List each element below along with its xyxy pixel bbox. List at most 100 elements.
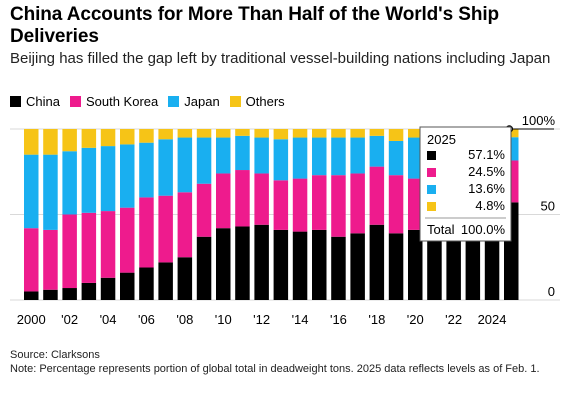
bar-segment-japan <box>196 137 212 184</box>
bar-segment-china <box>216 228 231 300</box>
bar-segment-south-korea <box>369 166 385 225</box>
x-tick-label: '18 <box>368 312 385 327</box>
bar-segment-japan <box>408 137 423 179</box>
tooltip-value: 24.5% <box>468 164 505 179</box>
x-tick-label: '14 <box>292 312 309 327</box>
tooltip-value: 13.6% <box>468 181 505 196</box>
bar-segment-others <box>158 129 173 140</box>
bar-segment-others <box>312 129 327 138</box>
bar-segment-japan <box>158 139 173 196</box>
bar-segment-china <box>369 224 385 300</box>
bar-segment-south-korea <box>254 173 269 225</box>
bar-segment-south-korea <box>196 183 212 237</box>
legend-swatch-japan <box>168 95 180 107</box>
tooltip-swatch <box>427 151 436 160</box>
bar-segment-others <box>292 129 308 138</box>
bar-segment-south-korea <box>158 195 173 263</box>
tooltip-swatch <box>427 202 436 211</box>
bar-segment-japan <box>120 144 135 208</box>
bar-segment-china <box>177 257 193 300</box>
x-tick-label: '22 <box>445 312 462 327</box>
chart-title: China Accounts for More Than Half of the… <box>10 4 500 47</box>
legend-swatch-south-korea <box>69 95 81 107</box>
bar-segment-japan <box>24 154 39 229</box>
bar-segment-south-korea <box>331 175 346 237</box>
legend-label-others: Others <box>245 93 285 109</box>
bar-segment-china <box>43 289 58 300</box>
x-tick-label: '02 <box>61 312 78 327</box>
x-tick-label: 2000 <box>17 312 46 327</box>
x-tick-label: '06 <box>138 312 155 327</box>
tooltip-value: 57.1% <box>468 147 505 162</box>
bar-segment-south-korea <box>350 173 365 234</box>
legend-item-south-korea: South Korea <box>69 93 159 109</box>
bar-segment-south-korea <box>273 180 289 230</box>
legend-label-south-korea: South Korea <box>85 93 159 109</box>
legend-item-others: Others <box>229 93 285 109</box>
y-tick-label: 100% <box>522 113 556 128</box>
bar-segment-south-korea <box>24 228 39 292</box>
bar-segment-south-korea <box>216 173 231 229</box>
x-tick-label: '08 <box>176 312 193 327</box>
bar-segment-china <box>408 229 423 300</box>
bar-segment-china <box>235 226 250 300</box>
bar-segment-japan <box>43 154 58 230</box>
bar-segment-south-korea <box>408 178 423 230</box>
bar-segment-japan <box>100 146 116 212</box>
bar-segment-china <box>158 262 173 300</box>
legend-swatch-china <box>10 95 21 107</box>
bar-segment-others <box>408 129 423 138</box>
bar-segment-others <box>235 129 250 136</box>
bar-segment-china <box>139 267 154 300</box>
bar-segment-south-korea <box>81 212 97 283</box>
x-tick-label: '10 <box>215 312 232 327</box>
bar-segment-south-korea <box>292 178 308 232</box>
bar-segment-japan <box>292 137 308 179</box>
bar-segment-japan <box>388 140 404 176</box>
bar-segment-china <box>24 291 39 300</box>
bar-segment-japan <box>273 139 289 181</box>
tooltip-swatch <box>427 185 436 194</box>
bar-segment-china <box>388 233 404 300</box>
bar-segment-china <box>331 236 346 300</box>
x-tick-label: '12 <box>253 312 270 327</box>
x-tick-label: '16 <box>330 312 347 327</box>
legend-label-japan: Japan <box>184 93 220 109</box>
bar-segment-others <box>139 129 154 143</box>
bar-segment-china <box>81 282 97 300</box>
bar-segment-others <box>24 129 39 155</box>
bar-segment-japan <box>235 135 250 171</box>
tooltip-total-label: Total <box>427 222 455 237</box>
bar-segment-south-korea <box>177 192 193 258</box>
bar-segment-others <box>100 129 116 147</box>
bar-segment-south-korea <box>388 175 404 234</box>
bar-segment-china <box>312 229 327 300</box>
bar-segment-china <box>120 272 135 300</box>
tooltip-box <box>419 126 512 242</box>
bar-segment-china <box>273 229 289 300</box>
bar-segment-south-korea <box>139 197 154 268</box>
footnote: Note: Percentage represents portion of g… <box>10 363 540 375</box>
tooltip-swatch <box>427 168 436 177</box>
bar-segment-south-korea <box>235 170 250 227</box>
bar-segment-china <box>254 224 269 300</box>
bar-segment-japan <box>81 147 97 213</box>
bar-segment-others <box>81 129 97 148</box>
bar-segment-south-korea <box>120 207 135 273</box>
bar-segment-others <box>196 129 212 138</box>
bar-segment-japan <box>369 135 385 167</box>
tooltip-value: 4.8% <box>475 198 505 213</box>
bar-segment-south-korea <box>62 214 77 289</box>
bar-segment-japan <box>331 137 346 176</box>
bar-segment-china <box>350 233 365 300</box>
bar-segment-china <box>196 236 212 300</box>
bar-segment-japan <box>350 137 365 174</box>
bar-segment-others <box>388 129 404 141</box>
chart-subtitle: Beijing has filled the gap left by tradi… <box>10 50 551 67</box>
legend: China South Korea Japan Others <box>10 93 295 109</box>
bar-segment-japan <box>62 151 77 215</box>
bar-segment-japan <box>177 137 193 193</box>
bar-segment-others <box>62 129 77 152</box>
x-tick-label: '20 <box>407 312 424 327</box>
